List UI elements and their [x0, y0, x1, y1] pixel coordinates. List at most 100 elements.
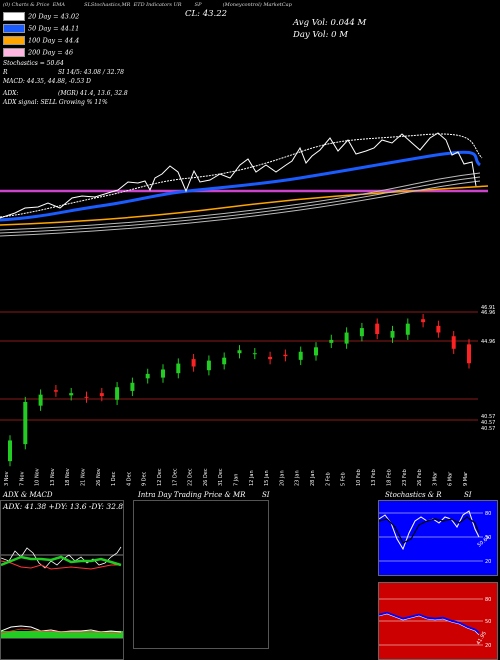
date-tick-label: 28 Jan [310, 470, 316, 486]
adx-panel: ADX: 41.38 +DY: 13.6 -DY: 32.8 [0, 500, 124, 660]
candle-body [84, 396, 89, 398]
stoch-panel-title: Stochastics & R [385, 491, 442, 499]
ema-chart [0, 132, 489, 237]
header-item: (Moneycontrol) MarketCap [222, 2, 292, 8]
legend-ema50: 50 Day = 44.11 [3, 24, 79, 33]
candle-body [329, 339, 334, 343]
candle-body [8, 440, 12, 462]
stoch-level-20: 20 [485, 559, 491, 565]
avg-volume: Avg Vol: 0.044 M [293, 18, 367, 28]
candle-body [191, 359, 196, 367]
date-tick-label: 2 Feb [325, 472, 331, 486]
candle-body [176, 363, 181, 374]
price-level-label: 40.57 [481, 420, 495, 426]
price-level-label: 40.57 [481, 414, 495, 420]
rsi-level-20: 20 [485, 643, 491, 649]
adx-label: ADX: [3, 90, 19, 97]
date-tick-label: 5 Feb [341, 472, 347, 486]
date-tick-label: 18 Nov [65, 468, 71, 486]
legend-label: 200 Day = 46 [28, 48, 74, 57]
candle-body [390, 331, 395, 338]
intraday-panel [133, 500, 269, 649]
candle-body [161, 369, 165, 378]
adx-chart [1, 546, 123, 639]
date-tick-label: 10 Feb [356, 469, 362, 486]
date-tick-label: 10 Nov [35, 468, 41, 486]
stoch-k-line [379, 510, 480, 551]
date-tick-label: 7 Nov [19, 471, 25, 486]
rsi-level-80: 80 [485, 597, 491, 603]
candle-body [222, 357, 227, 365]
day-volume: Day Vol: 0 M [293, 30, 348, 40]
date-tick-label: 9 Mar [463, 471, 469, 486]
date-tick-label: 7 Jan [234, 474, 240, 486]
candle-body [69, 393, 74, 396]
candle-body [283, 354, 288, 357]
date-tick-label: 3 Nov [4, 471, 10, 486]
candles-group [8, 314, 471, 467]
rsi-level-50: 50 [485, 619, 491, 625]
price-chart: 46.91 46.96 44.96 40.57 40.57 40.57 3 No… [0, 305, 495, 486]
date-tick-label: 26 Feb [417, 469, 423, 486]
candle-body [344, 332, 349, 344]
price-line [0, 132, 477, 219]
ema-grey-line-2 [0, 176, 481, 234]
candle-body [421, 319, 426, 323]
date-tick-label: 23 Jan [295, 470, 301, 486]
date-tick-label: 13 Nov [50, 468, 56, 486]
candle-body [99, 393, 104, 397]
ema50-line [0, 150, 482, 222]
candle-body [38, 394, 43, 406]
date-tick-label: 26 Dec [203, 468, 209, 486]
candle-body [298, 351, 303, 360]
legend-ema100: 100 Day = 44.4 [3, 36, 79, 45]
date-tick-label: 6 Mar [448, 471, 454, 486]
candle-body [237, 350, 242, 354]
legend-swatch [3, 36, 25, 45]
stoch-level-80: 80 [485, 511, 491, 517]
candle-body [115, 387, 120, 400]
candle-body [206, 360, 211, 371]
legend-ema20: 20 Day = 43.02 [3, 12, 79, 21]
rsi-white-line [379, 613, 480, 636]
adx-panel-title: ADX & MACD [3, 491, 53, 499]
date-tick-label: 22 Dec [188, 468, 194, 486]
header-item: SLStochastics,MR [84, 2, 131, 8]
candle-body [130, 382, 135, 391]
close-price: CL: 43.22 [185, 9, 228, 19]
rsi-chart: 80 50 20 41.95 [379, 597, 491, 649]
date-tick-label: 3 Mar [432, 471, 438, 486]
header-item: ETD Indicators UR [133, 2, 182, 8]
date-tick-label: 9 Dec [142, 471, 148, 486]
stoch-chart: 80 50 20 50.64 [379, 510, 491, 565]
adx-green-line [1, 555, 122, 567]
adx-red-line [1, 560, 121, 570]
intraday-si: SI [262, 491, 270, 499]
r-label: R [3, 69, 8, 76]
candle-body [436, 325, 441, 333]
date-tick-label: 21 Nov [81, 468, 87, 486]
stoch-d-line [379, 516, 480, 544]
legend-swatch [3, 48, 25, 57]
adx-values: ADX: 41.38 +DY: 13.6 -DY: 32.8 [3, 502, 124, 511]
price-level-label: 40.57 [481, 426, 495, 432]
ema20-line [0, 133, 483, 218]
intraday-panel-title: Intra Day Trading Price & MR [138, 491, 246, 499]
date-tick-label: 20 Jan [279, 470, 285, 486]
date-tick-label: 31 Dec [218, 468, 224, 486]
date-axis: 3 Nov 7 Nov 10 Nov 13 Nov 18 Nov 21 Nov 26 Nov… [4, 468, 469, 486]
header-item: SP [194, 2, 202, 8]
date-tick-label: 17 Dec [172, 468, 178, 486]
candle-body [405, 323, 410, 335]
date-tick-label: 15 Jan [264, 470, 270, 486]
candle-body [268, 356, 273, 360]
macd-value: MACD: 44.35, 44.88, -0.53 D [3, 78, 91, 85]
candle-body [23, 402, 28, 445]
stoch-panel: 80 50 20 50.64 [378, 500, 498, 576]
date-tick-label: 4 Dec [126, 471, 132, 486]
macd-histogram [1, 631, 123, 638]
date-tick-label: 23 Feb [402, 469, 408, 486]
price-level-label: 46.96 [481, 310, 495, 316]
candle-body [145, 373, 150, 379]
stoch-level-50: 50 [485, 535, 491, 541]
